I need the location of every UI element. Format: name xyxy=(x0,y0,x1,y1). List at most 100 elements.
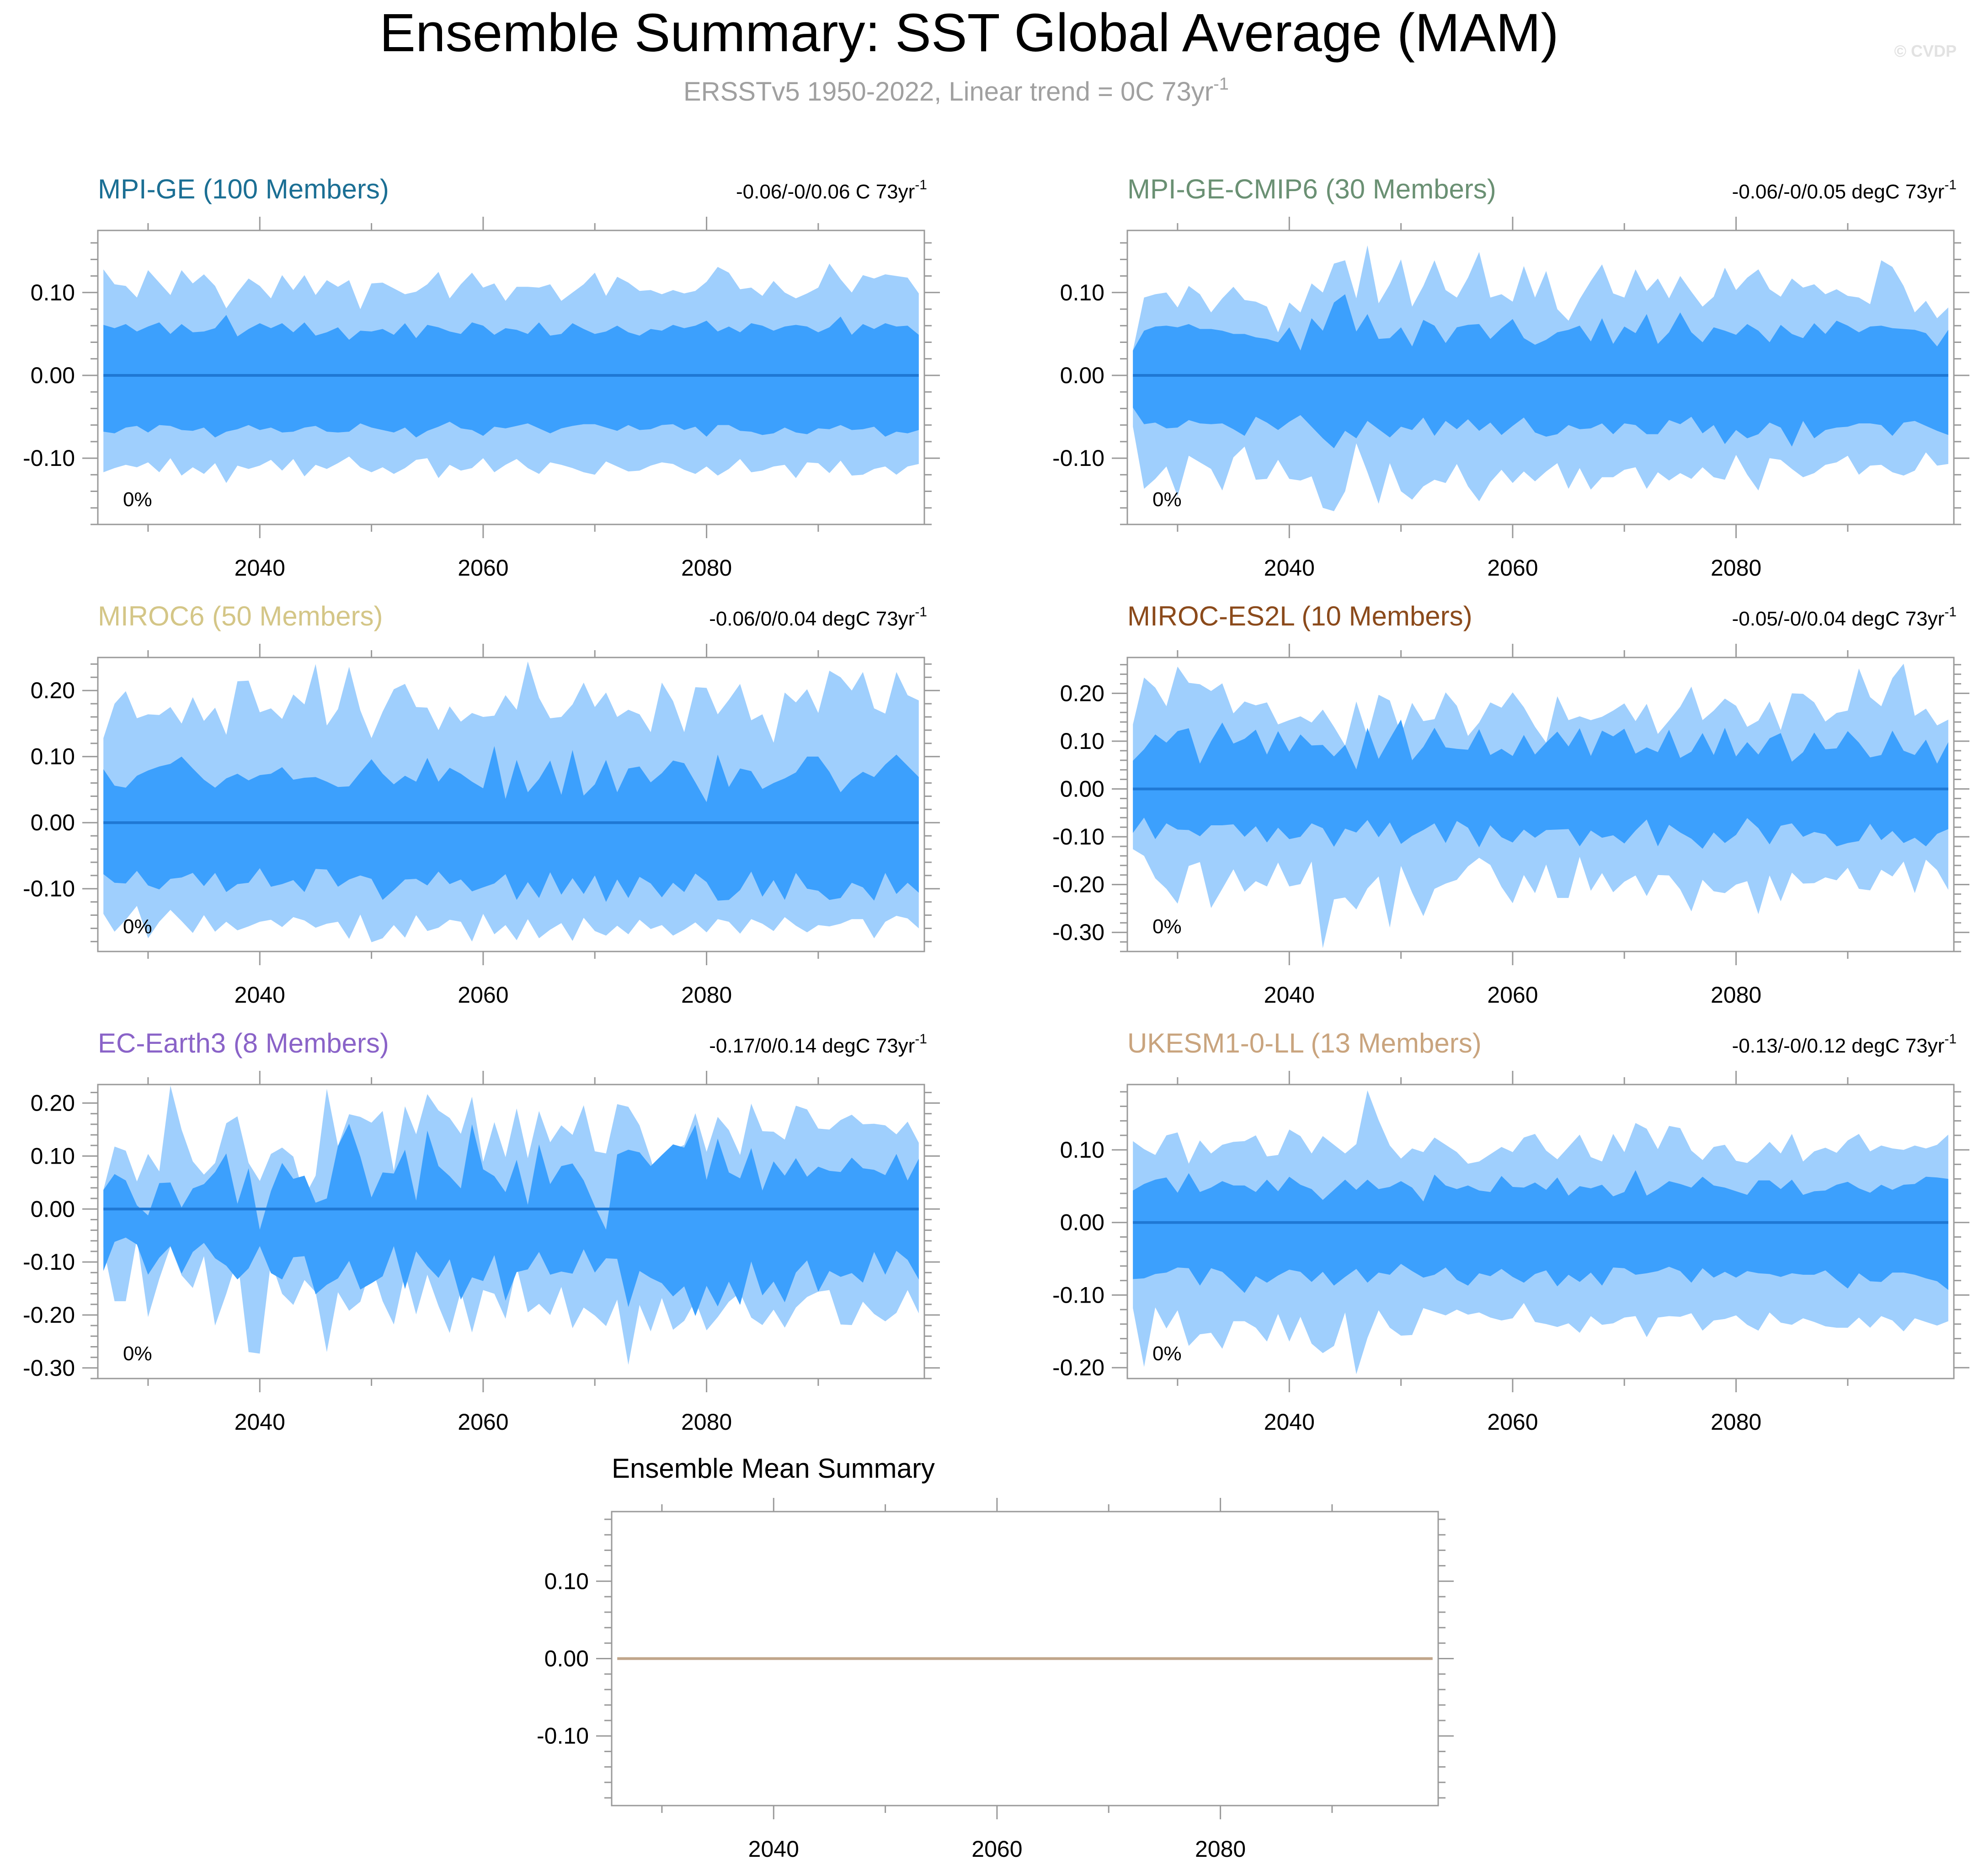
x-tick-label: 2040 xyxy=(235,1409,285,1435)
trend-text: -0.13/-0/0.12 degC 73yr xyxy=(1732,1035,1945,1057)
y-tick-label: 0.10 xyxy=(31,744,75,770)
chart-panel-1: 2040 2060 2080 0.10 0.00 -0.10 MPI-GE (100 Mem… xyxy=(23,174,940,581)
y-tick-label: -0.10 xyxy=(537,1723,589,1749)
x-tick-label: 2060 xyxy=(1487,1409,1538,1435)
y-tick-label: -0.10 xyxy=(1052,1282,1104,1308)
percent-label: 0% xyxy=(123,488,152,511)
inner-range-band xyxy=(1133,1170,1948,1293)
y-tick-label: 0.00 xyxy=(544,1646,589,1672)
x-tick-label: 2040 xyxy=(1264,1409,1315,1435)
x-tick-label: 2060 xyxy=(458,555,508,581)
trend-text: -0.06/0/0.04 degC 73yr xyxy=(709,608,915,630)
x-tick-label: 2080 xyxy=(681,555,732,581)
trend-superscript: -1 xyxy=(1944,177,1957,192)
plot-frame xyxy=(97,230,925,525)
panel-title: MPI-GE-CMIP6 (30 Members) xyxy=(1127,174,1496,204)
trend-label: -0.05/-0/0.04 degC 73yr-1 xyxy=(1732,604,1957,630)
x-tick-label: 2040 xyxy=(748,1836,799,1862)
chart-panels: 2040 2060 2080 0.10 0.00 -0.10 MPI-GE (100 Mem… xyxy=(23,174,1969,1862)
subtitle-text: ERSSTv5 1950-2022, Linear trend = 0C 73y… xyxy=(683,77,1213,107)
copyright-label: © CVDP xyxy=(1894,42,1957,60)
panel-title: MIROC6 (50 Members) xyxy=(98,601,383,631)
y-tick-label: -0.10 xyxy=(23,1249,75,1275)
x-tick-label: 2060 xyxy=(1487,555,1538,581)
y-tick-label: 0.00 xyxy=(31,363,75,388)
x-tick-label: 2080 xyxy=(1711,1409,1761,1435)
x-tick-label: 2060 xyxy=(1487,982,1538,1008)
inner-range-band xyxy=(1133,719,1948,849)
y-tick-label: 0.00 xyxy=(31,810,75,835)
chart-panel-2: 2040 2060 2080 0.10 0.00 -0.10 MPI-GE-CMIP6 (3… xyxy=(1052,174,1969,581)
y-tick-label: 0.10 xyxy=(1060,728,1104,754)
y-tick-label: 0.20 xyxy=(31,678,75,703)
y-tick-label: -0.30 xyxy=(23,1355,75,1381)
x-tick-label: 2040 xyxy=(235,555,285,581)
chart-panel-4: 2040 2060 2080 0.20 0.10 0.00 -0.10 -0.20 -0.30 M… xyxy=(1052,601,1969,1008)
trend-superscript: -1 xyxy=(1944,604,1957,620)
trend-label: -0.17/0/0.14 degC 73yr-1 xyxy=(709,1032,927,1057)
x-tick-label: 2060 xyxy=(971,1836,1022,1862)
figure-title: Ensemble Summary: SST Global Average (MA… xyxy=(379,3,1558,63)
trend-superscript: -1 xyxy=(915,604,927,620)
y-tick-label: -0.20 xyxy=(1052,1355,1104,1380)
x-tick-label: 2080 xyxy=(1711,982,1761,1008)
chart-panel-6: 2040 2060 2080 0.10 0.00 -0.10 -0.20 UKESM1-0-L… xyxy=(1052,1028,1969,1435)
percent-label: 0% xyxy=(123,915,152,938)
inner-range-band xyxy=(103,1123,919,1316)
y-tick-label: -0.10 xyxy=(1052,445,1104,471)
y-tick-label: -0.10 xyxy=(23,876,75,902)
plot-frame xyxy=(1126,657,1955,952)
y-tick-label: -0.30 xyxy=(1052,919,1104,945)
trend-text: -0.06/-0/0.05 degC 73yr xyxy=(1732,181,1945,203)
trend-text: -0.06/-0/0.06 C 73yr xyxy=(736,181,915,203)
trend-label: -0.06/-0/0.05 degC 73yr-1 xyxy=(1732,177,1957,203)
trend-label: -0.06/-0/0.06 C 73yr-1 xyxy=(736,177,927,203)
panel-title: EC-Earth3 (8 Members) xyxy=(98,1028,389,1058)
x-tick-label: 2060 xyxy=(458,982,508,1008)
y-tick-label: 0.00 xyxy=(1060,363,1104,388)
y-tick-label: 0.00 xyxy=(31,1196,75,1222)
plot-frame xyxy=(1126,230,1955,525)
y-tick-label: 0.10 xyxy=(1060,280,1104,305)
percent-label: 0% xyxy=(1152,488,1182,511)
y-tick-label: 0.10 xyxy=(544,1568,589,1594)
figure-subtitle: ERSSTv5 1950-2022, Linear trend = 0C 73y… xyxy=(683,75,1229,107)
trend-superscript: -1 xyxy=(915,1032,927,1047)
y-tick-label: -0.10 xyxy=(1052,824,1104,850)
x-tick-label: 2060 xyxy=(458,1409,508,1435)
panel-title: MPI-GE (100 Members) xyxy=(98,174,389,204)
x-tick-label: 2080 xyxy=(1711,555,1761,581)
plot-frame xyxy=(1126,1084,1955,1379)
y-tick-label: 0.00 xyxy=(1060,1210,1104,1235)
y-tick-label: -0.10 xyxy=(23,445,75,471)
chart-panel-3: 2040 2060 2080 0.20 0.10 0.00 -0.10 MIROC6 (50 … xyxy=(23,601,940,1008)
trend-superscript: -1 xyxy=(1944,1032,1957,1047)
trend-label: -0.06/0/0.04 degC 73yr-1 xyxy=(709,604,927,630)
x-tick-label: 2080 xyxy=(681,982,732,1008)
y-tick-label: 0.10 xyxy=(31,280,75,305)
y-tick-label: 0.10 xyxy=(1060,1137,1104,1163)
y-tick-label: -0.20 xyxy=(1052,872,1104,898)
subtitle-superscript: -1 xyxy=(1213,75,1229,94)
y-tick-label: -0.20 xyxy=(23,1302,75,1328)
y-tick-label: 0.20 xyxy=(31,1090,75,1116)
x-tick-label: 2080 xyxy=(1195,1836,1246,1862)
x-tick-label: 2040 xyxy=(1264,555,1315,581)
panel-title: MIROC-ES2L (10 Members) xyxy=(1127,601,1472,631)
y-tick-label: 0.20 xyxy=(1060,680,1104,706)
inner-range-band xyxy=(1133,294,1948,449)
trend-text: -0.17/0/0.14 degC 73yr xyxy=(709,1035,915,1057)
percent-label: 0% xyxy=(123,1342,152,1365)
plot-frame xyxy=(97,1084,925,1379)
trend-label: -0.13/-0/0.12 degC 73yr-1 xyxy=(1732,1032,1957,1057)
panel-title: UKESM1-0-LL (13 Members) xyxy=(1127,1028,1482,1058)
x-tick-label: 2080 xyxy=(681,1409,732,1435)
x-tick-label: 2040 xyxy=(235,982,285,1008)
plot-frame xyxy=(97,657,925,952)
panel-title: Ensemble Mean Summary xyxy=(612,1453,935,1484)
y-tick-label: 0.00 xyxy=(1060,776,1104,802)
trend-text: -0.05/-0/0.04 degC 73yr xyxy=(1732,608,1945,630)
y-tick-label: 0.10 xyxy=(31,1143,75,1169)
x-tick-label: 2040 xyxy=(1264,982,1315,1008)
